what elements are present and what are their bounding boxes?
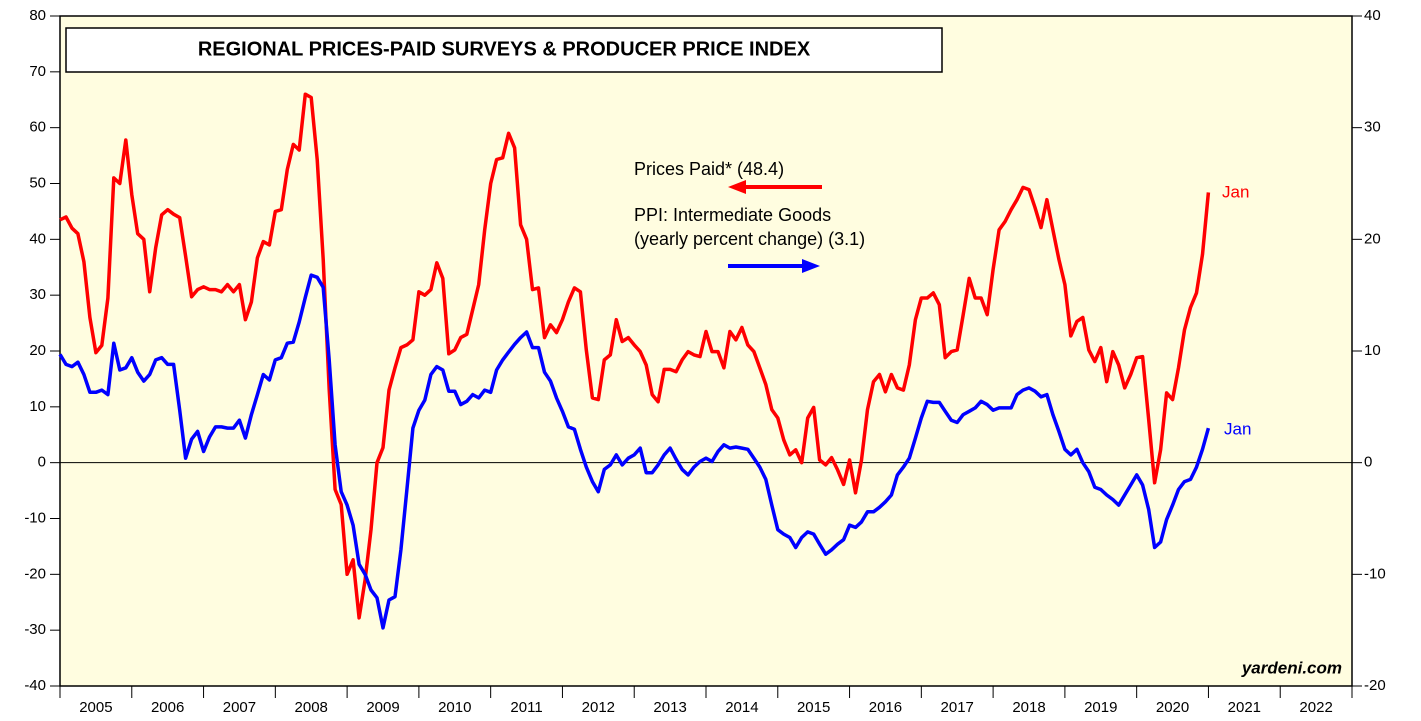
data-line — [59, 92, 1211, 620]
y2-tick-label: 20 — [1364, 230, 1381, 247]
annotation: PPI: Intermediate Goods — [634, 205, 831, 225]
watermark: yardeni.com — [1241, 658, 1342, 677]
y-tick-label: 30 — [29, 286, 46, 303]
data-line — [58, 273, 1211, 630]
end-label: Jan — [1222, 182, 1249, 201]
x-tick-label: 2013 — [653, 699, 686, 716]
annotation: Prices Paid* (48.4) — [634, 159, 784, 179]
y-tick-label: 60 — [29, 119, 46, 136]
x-tick-label: 2016 — [869, 699, 902, 716]
y2-tick-label: -10 — [1364, 565, 1386, 582]
y-tick-label: 10 — [29, 398, 46, 415]
x-tick-label: 2019 — [1084, 699, 1117, 716]
y2-tick-label: -20 — [1364, 677, 1386, 694]
arrow-head — [802, 259, 820, 273]
chart-title: REGIONAL PRICES-PAID SURVEYS & PRODUCER … — [198, 38, 811, 60]
x-tick-label: 2010 — [438, 699, 471, 716]
x-tick-label: 2012 — [582, 699, 615, 716]
x-tick-label: 2011 — [510, 699, 542, 716]
y2-tick-label: 0 — [1364, 454, 1372, 471]
y-tick-label: 40 — [29, 230, 46, 247]
end-label: Jan — [1224, 419, 1251, 438]
x-tick-label: 2018 — [1012, 699, 1045, 716]
y2-tick-label: 40 — [1364, 7, 1381, 24]
x-tick-label: 2005 — [79, 699, 112, 716]
x-tick-label: 2021 — [1228, 699, 1261, 716]
arrow-head — [728, 180, 746, 194]
title-box — [65, 27, 943, 73]
x-tick-label: 2007 — [223, 699, 256, 716]
y-tick-label: -30 — [24, 621, 46, 638]
y-tick-label: 80 — [29, 7, 46, 24]
y-tick-label: 20 — [29, 342, 46, 359]
x-tick-label: 2009 — [366, 699, 399, 716]
y-tick-label: -10 — [24, 509, 46, 526]
x-tick-label: 2014 — [725, 699, 758, 716]
y-tick-label: -40 — [24, 677, 46, 694]
y-tick-label: 50 — [29, 174, 46, 191]
annotation: (yearly percent change) (3.1) — [634, 229, 865, 249]
y2-tick-label: 10 — [1364, 342, 1381, 359]
y-tick-label: 70 — [29, 63, 46, 80]
x-tick-label: 2008 — [295, 699, 328, 716]
x-tick-label: 2022 — [1299, 699, 1332, 716]
plot-area — [59, 15, 1353, 687]
y-tick-label: 0 — [38, 454, 46, 471]
x-tick-label: 2017 — [941, 699, 974, 716]
x-tick-label: 2015 — [797, 699, 830, 716]
y-tick-label: -20 — [24, 565, 46, 582]
x-tick-label: 2020 — [1156, 699, 1189, 716]
x-tick-label: 2006 — [151, 699, 184, 716]
y2-tick-label: 30 — [1364, 119, 1381, 136]
